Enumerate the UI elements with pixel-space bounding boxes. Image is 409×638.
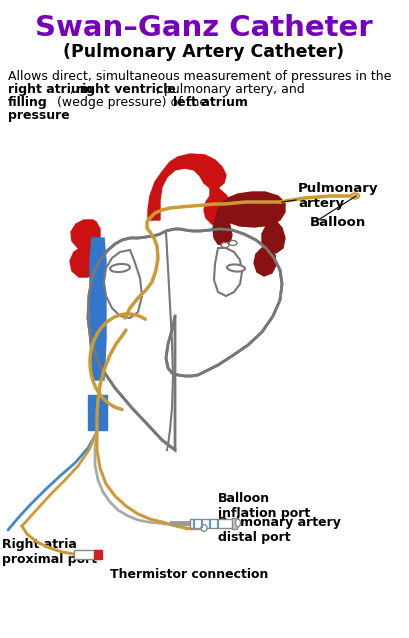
Text: (Pulmonary Artery Catheter): (Pulmonary Artery Catheter): [63, 43, 344, 61]
Text: Right atria
proximal port: Right atria proximal port: [2, 538, 97, 566]
Text: right atrium: right atrium: [8, 83, 93, 96]
Polygon shape: [104, 250, 142, 318]
Ellipse shape: [221, 242, 229, 248]
Text: filling: filling: [8, 96, 48, 109]
Ellipse shape: [110, 264, 130, 272]
Text: Swan–Ganz Catheter: Swan–Ganz Catheter: [35, 14, 373, 42]
Polygon shape: [88, 395, 107, 430]
Ellipse shape: [201, 524, 207, 531]
Polygon shape: [218, 192, 285, 227]
Polygon shape: [262, 220, 285, 253]
Text: Balloon: Balloon: [310, 216, 366, 228]
Polygon shape: [213, 210, 232, 246]
Polygon shape: [70, 246, 100, 277]
Ellipse shape: [227, 264, 245, 272]
Ellipse shape: [229, 241, 237, 246]
Bar: [94, 550, 102, 559]
Polygon shape: [148, 154, 226, 220]
Text: , pulmonary artery, and: , pulmonary artery, and: [156, 83, 305, 96]
Text: (wedge pressure) of the: (wedge pressure) of the: [53, 96, 211, 109]
Ellipse shape: [236, 519, 240, 527]
Text: right ventricle: right ventricle: [76, 83, 176, 96]
Polygon shape: [90, 238, 106, 380]
Text: pressure: pressure: [8, 109, 70, 122]
Bar: [190, 519, 234, 528]
Bar: [232, 518, 237, 529]
Polygon shape: [204, 188, 232, 226]
Text: Balloon
inflation port: Balloon inflation port: [218, 492, 310, 520]
Polygon shape: [71, 220, 100, 250]
Polygon shape: [254, 248, 276, 276]
Text: Pulmonary
artery: Pulmonary artery: [298, 182, 378, 210]
Polygon shape: [214, 248, 242, 296]
Text: left atrium: left atrium: [173, 96, 248, 109]
Ellipse shape: [351, 193, 360, 199]
Polygon shape: [88, 229, 282, 450]
Text: ,: ,: [70, 83, 78, 96]
Text: Thermistor connection: Thermistor connection: [110, 567, 268, 581]
Text: Allows direct, simultaneous measurement of pressures in the: Allows direct, simultaneous measurement …: [8, 70, 391, 83]
Bar: [74, 550, 100, 559]
Text: Pulmonary artery
distal port: Pulmonary artery distal port: [218, 516, 341, 544]
